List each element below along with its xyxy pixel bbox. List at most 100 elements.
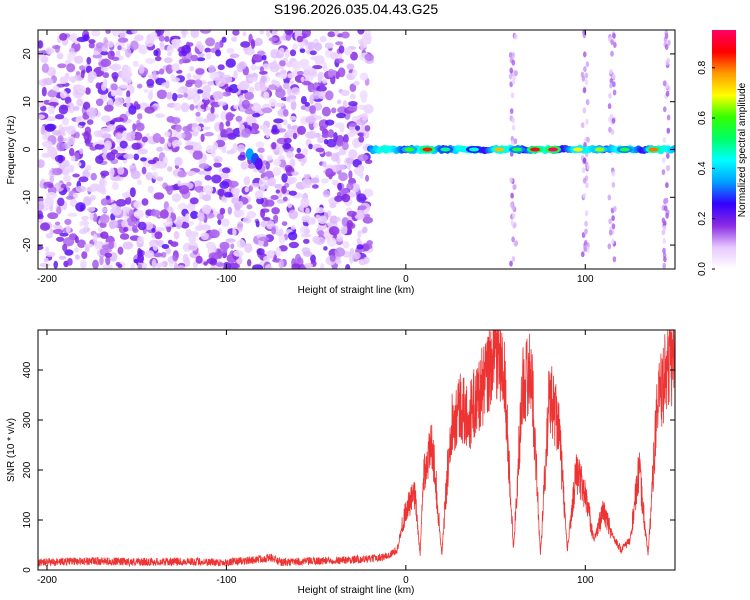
noise-blob xyxy=(287,202,293,208)
noise-blob xyxy=(215,262,225,267)
streak-blob xyxy=(665,165,670,172)
noise-blob xyxy=(86,206,96,212)
noise-blob xyxy=(178,58,184,65)
noise-blob xyxy=(92,53,103,59)
noise-blob xyxy=(282,143,292,150)
streak-blob xyxy=(663,106,667,113)
noise-blob xyxy=(85,87,91,95)
noise-blob xyxy=(271,142,277,150)
noise-blob xyxy=(73,106,80,111)
noise-blob xyxy=(117,90,123,97)
noise-blob xyxy=(180,221,190,229)
noise-blob xyxy=(340,122,345,133)
noise-blob xyxy=(144,250,155,259)
noise-blob xyxy=(281,185,287,194)
streak-blob xyxy=(583,66,587,73)
noise-blob xyxy=(47,90,58,98)
noise-blob xyxy=(192,150,203,160)
noise-blob xyxy=(59,232,69,237)
noise-blob xyxy=(358,258,368,266)
noise-blob xyxy=(79,148,84,155)
noise-blob xyxy=(260,75,267,83)
noise-blob xyxy=(243,176,251,186)
colorbar: 0.0 0.2 0.4 0.6 0.8 Normalized spectral ampl… xyxy=(697,30,748,276)
noise-blob xyxy=(159,209,169,219)
noise-blob xyxy=(173,102,182,111)
noise-blob xyxy=(206,51,212,60)
noise-blob xyxy=(86,107,98,117)
noise-blob xyxy=(46,146,56,152)
noise-blob xyxy=(271,226,277,235)
noise-blob xyxy=(224,191,233,198)
noise-blob xyxy=(59,33,68,41)
noise-blob xyxy=(304,102,310,107)
noise-blob xyxy=(72,192,79,199)
noise-blob xyxy=(138,44,148,55)
streak-blob xyxy=(585,182,589,189)
noise-blob xyxy=(132,60,139,68)
noise-blob xyxy=(325,119,335,126)
noise-blob xyxy=(238,61,247,70)
noise-blob xyxy=(75,202,86,212)
snr-series-line xyxy=(38,330,675,568)
noise-blob xyxy=(200,232,209,241)
noise-blob xyxy=(59,90,68,99)
noise-blob xyxy=(115,137,124,143)
noise-blob xyxy=(215,49,222,57)
noise-blob xyxy=(66,136,76,146)
noise-blob xyxy=(83,130,90,141)
streak-blob xyxy=(510,139,515,146)
noise-blob xyxy=(57,155,64,164)
noise-blob xyxy=(349,83,357,92)
noise-blob xyxy=(307,41,315,51)
snr-x-ticks: -200 -100 0 100 xyxy=(37,330,594,586)
noise-blob xyxy=(291,171,299,176)
noise-blob xyxy=(347,227,353,235)
noise-blob xyxy=(227,206,232,215)
noise-blob xyxy=(265,128,271,139)
streak-blob xyxy=(664,33,669,39)
streak-blob xyxy=(611,73,616,80)
noise-blob xyxy=(304,228,309,235)
noise-blob xyxy=(281,173,288,183)
noise-blob xyxy=(349,248,355,257)
noise-blob xyxy=(144,106,155,114)
noise-blob xyxy=(364,53,374,62)
noise-blob xyxy=(156,161,168,169)
noise-blob xyxy=(62,116,69,126)
noise-blob xyxy=(193,95,199,105)
noise-blob xyxy=(104,140,112,150)
noise-blob xyxy=(125,48,132,58)
noise-blob xyxy=(271,207,280,215)
noise-blob xyxy=(221,146,227,154)
noise-blob xyxy=(296,70,304,76)
streak-blob xyxy=(510,92,515,99)
noise-blob xyxy=(233,250,244,257)
noise-blob xyxy=(88,39,96,44)
noise-blob xyxy=(261,107,273,114)
noise-blob xyxy=(266,155,273,161)
noise-blob xyxy=(38,203,44,211)
noise-blob xyxy=(152,70,157,80)
snr-marks xyxy=(38,330,675,568)
noise-blob xyxy=(356,193,367,203)
noise-blob xyxy=(329,202,337,209)
noise-blob xyxy=(266,30,271,38)
noise-blob xyxy=(322,190,331,198)
noise-blob xyxy=(226,47,235,54)
tonal-line-segment xyxy=(671,145,675,152)
noise-blob xyxy=(363,188,374,197)
noise-blob xyxy=(99,256,104,266)
streak-blob xyxy=(612,81,616,88)
noise-blob xyxy=(134,209,144,219)
streak-blob xyxy=(584,210,589,217)
noise-blob xyxy=(100,170,110,177)
noise-blob xyxy=(238,95,245,101)
spectrogram-x-label: Height of straight line (km) xyxy=(298,285,415,296)
noise-blob xyxy=(176,265,186,269)
noise-blob xyxy=(322,61,328,72)
noise-blob xyxy=(275,102,285,108)
streak-blob xyxy=(582,192,587,199)
noise-blob xyxy=(248,86,255,94)
noise-blob xyxy=(109,120,116,125)
